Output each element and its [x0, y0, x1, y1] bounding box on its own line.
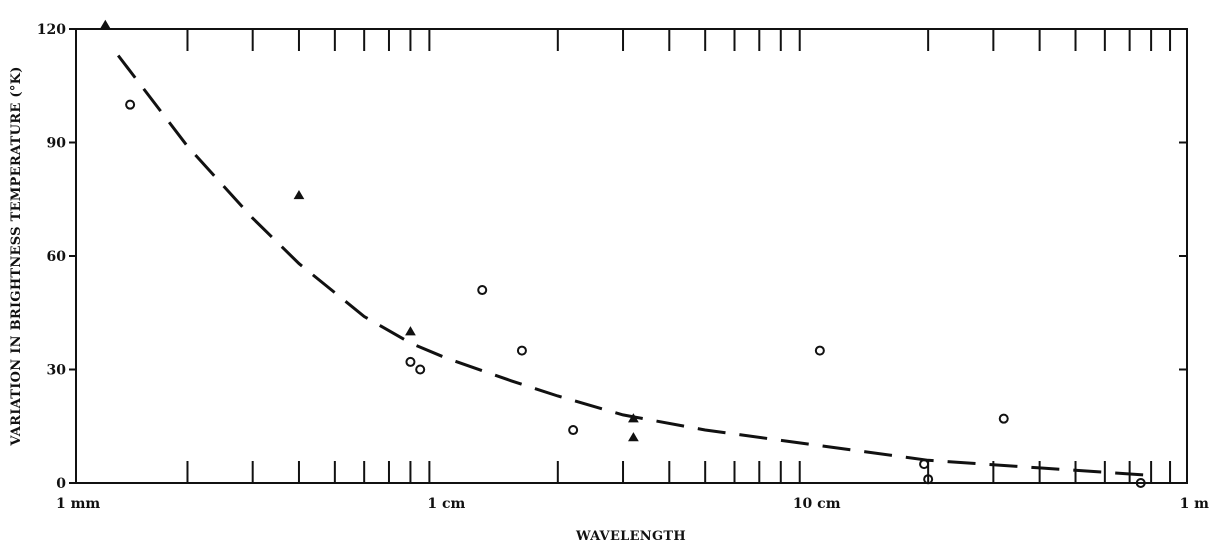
data-point-circle	[919, 459, 930, 470]
y-axis-title: VARIATION IN BRIGHTNESS TEMPERATURE (°K)	[9, 66, 24, 446]
y-tick-label: 120	[37, 22, 66, 38]
x-tick-label: 1 m	[1180, 496, 1209, 512]
x-tick-label: 1 mm	[56, 496, 100, 512]
x-axis-title: WAVELENGTH	[575, 529, 686, 544]
y-tick-label: 60	[47, 249, 67, 265]
data-point-circle	[998, 413, 1009, 424]
plot-frame	[75, 28, 1188, 484]
data-point-triangle	[628, 413, 639, 423]
x-tick-label: 1 cm	[427, 496, 465, 512]
data-point-circle	[405, 356, 416, 367]
y-tick-label: 30	[47, 363, 67, 379]
data-point-triangle	[293, 189, 305, 200]
data-point-circle	[568, 425, 579, 436]
data-point-circle	[516, 345, 527, 356]
x-tick-label: 10 cm	[793, 496, 841, 512]
y-tick-label: 0	[56, 476, 66, 492]
data-point-circle	[1135, 478, 1146, 488]
data-point-triangle	[628, 432, 639, 442]
tick-marks	[69, 28, 1187, 484]
data-point-circle	[477, 285, 488, 296]
y-tick-label: 90	[47, 136, 67, 152]
data-points	[99, 19, 1146, 488]
data-point-circle	[923, 474, 934, 485]
fit-curve-dashed	[117, 54, 1152, 477]
data-point-circle	[125, 99, 136, 110]
data-point-circle	[814, 345, 825, 356]
data-point-circle	[415, 364, 426, 375]
tick-labels: 0 30 60 90 120 1 mm 1 cm 10 cm 1 m	[37, 22, 1209, 512]
data-point-triangle	[99, 19, 111, 29]
data-point-triangle	[405, 326, 416, 336]
